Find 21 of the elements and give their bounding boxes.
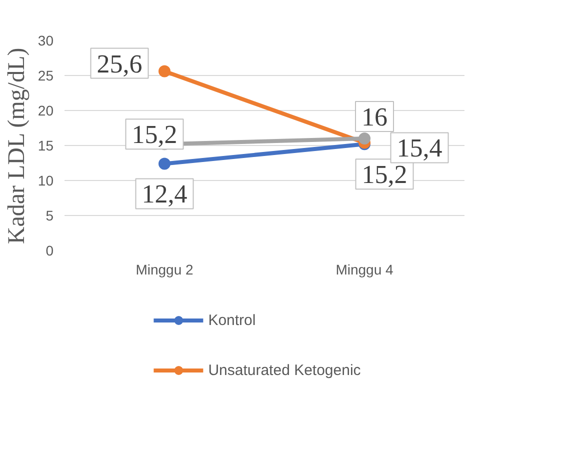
point xyxy=(158,158,170,170)
y-tick-label: 15 xyxy=(38,138,54,154)
data-label: 25,6 xyxy=(96,49,142,78)
point xyxy=(358,132,370,144)
data-label: 15,2 xyxy=(132,120,178,150)
legend-label: Kontrol xyxy=(208,312,256,328)
y-tick-label: 5 xyxy=(46,208,54,224)
y-tick-label: 20 xyxy=(38,102,54,118)
y-axis-title: Kadar LDL (mg/dL) xyxy=(4,48,30,244)
y-tick-label: 0 xyxy=(46,242,54,258)
x-tick-label: Minggu 2 xyxy=(136,262,194,278)
data-label: 15,4 xyxy=(396,134,442,163)
y-tick-label: 25 xyxy=(38,68,54,84)
y-tick-label: 10 xyxy=(38,172,54,188)
legend-label: Unsaturated Ketogenic xyxy=(208,362,361,378)
data-label: 12,4 xyxy=(142,180,188,209)
data-label: 16 xyxy=(362,102,388,132)
point xyxy=(158,65,170,78)
x-tick-label: Minggu 4 xyxy=(336,262,394,278)
y-tick-label: 30 xyxy=(38,32,54,48)
data-label: 15,2 xyxy=(362,160,408,190)
